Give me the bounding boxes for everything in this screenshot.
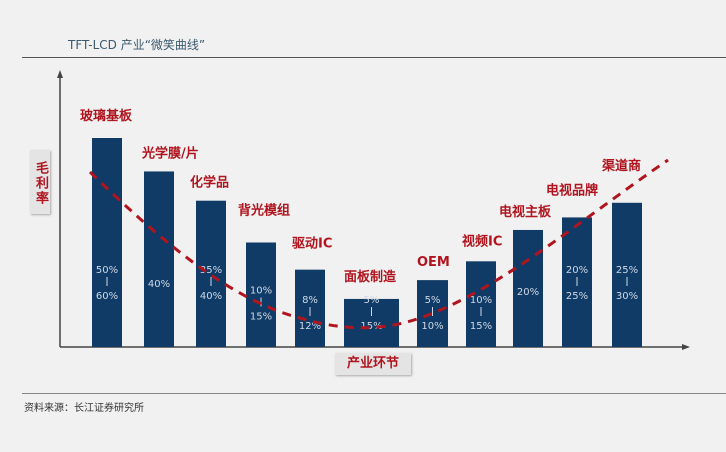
x-axis-label: 产业环节 bbox=[335, 353, 411, 375]
category-label: 视频IC bbox=[462, 233, 502, 249]
data-label: 15% bbox=[470, 321, 492, 332]
data-label: 20% bbox=[566, 265, 588, 276]
category-label: 光学膜/片 bbox=[141, 145, 199, 161]
data-label: 25% bbox=[566, 291, 588, 302]
category-label: 玻璃基板 bbox=[80, 108, 133, 124]
category-label: 面板制造 bbox=[344, 269, 397, 285]
category-label: OEM bbox=[417, 255, 450, 270]
data-label: 5% bbox=[425, 295, 441, 306]
y-axis-arrow bbox=[57, 70, 63, 78]
data-label: 10% bbox=[250, 286, 272, 297]
bar bbox=[513, 229, 543, 347]
bar bbox=[144, 171, 174, 347]
data-label: 10% bbox=[470, 295, 492, 306]
bar bbox=[196, 200, 226, 347]
data-label: 25% bbox=[616, 265, 638, 276]
category-label: 电视主板 bbox=[499, 204, 552, 220]
title-divider bbox=[22, 57, 726, 58]
category-label: 化学品 bbox=[190, 175, 229, 191]
data-label: 40% bbox=[200, 291, 222, 302]
data-label: 60% bbox=[96, 291, 118, 302]
data-label: 15% bbox=[250, 312, 272, 323]
data-label: 15% bbox=[360, 321, 382, 332]
category-label: 驱动IC bbox=[292, 237, 332, 252]
bar bbox=[466, 261, 496, 347]
source-note: 资料来源：长江证券研究所 bbox=[24, 403, 144, 414]
category-label: 渠道商 bbox=[601, 158, 641, 174]
chart-title: TFT-LCD 产业“微笑曲线” bbox=[68, 38, 206, 52]
data-label: 5% bbox=[364, 295, 380, 306]
bar bbox=[612, 202, 642, 347]
source-divider bbox=[22, 393, 726, 394]
data-label: 40% bbox=[148, 279, 170, 290]
bar bbox=[344, 298, 399, 347]
data-label: 35% bbox=[200, 265, 222, 276]
data-label: 12% bbox=[299, 321, 321, 332]
data-label: 50% bbox=[96, 265, 118, 276]
category-label: 背光模组 bbox=[238, 203, 290, 219]
data-label: 30% bbox=[616, 291, 638, 302]
data-label: 8% bbox=[302, 295, 318, 306]
x-axis-arrow bbox=[682, 344, 690, 350]
smile-curve bbox=[88, 158, 669, 330]
bar bbox=[92, 138, 122, 347]
category-label: 电视品牌 bbox=[546, 182, 598, 198]
y-axis-label: 毛利率 bbox=[30, 150, 50, 214]
data-label: 20% bbox=[517, 287, 539, 298]
data-label: 10% bbox=[421, 321, 443, 332]
bar bbox=[246, 242, 276, 347]
